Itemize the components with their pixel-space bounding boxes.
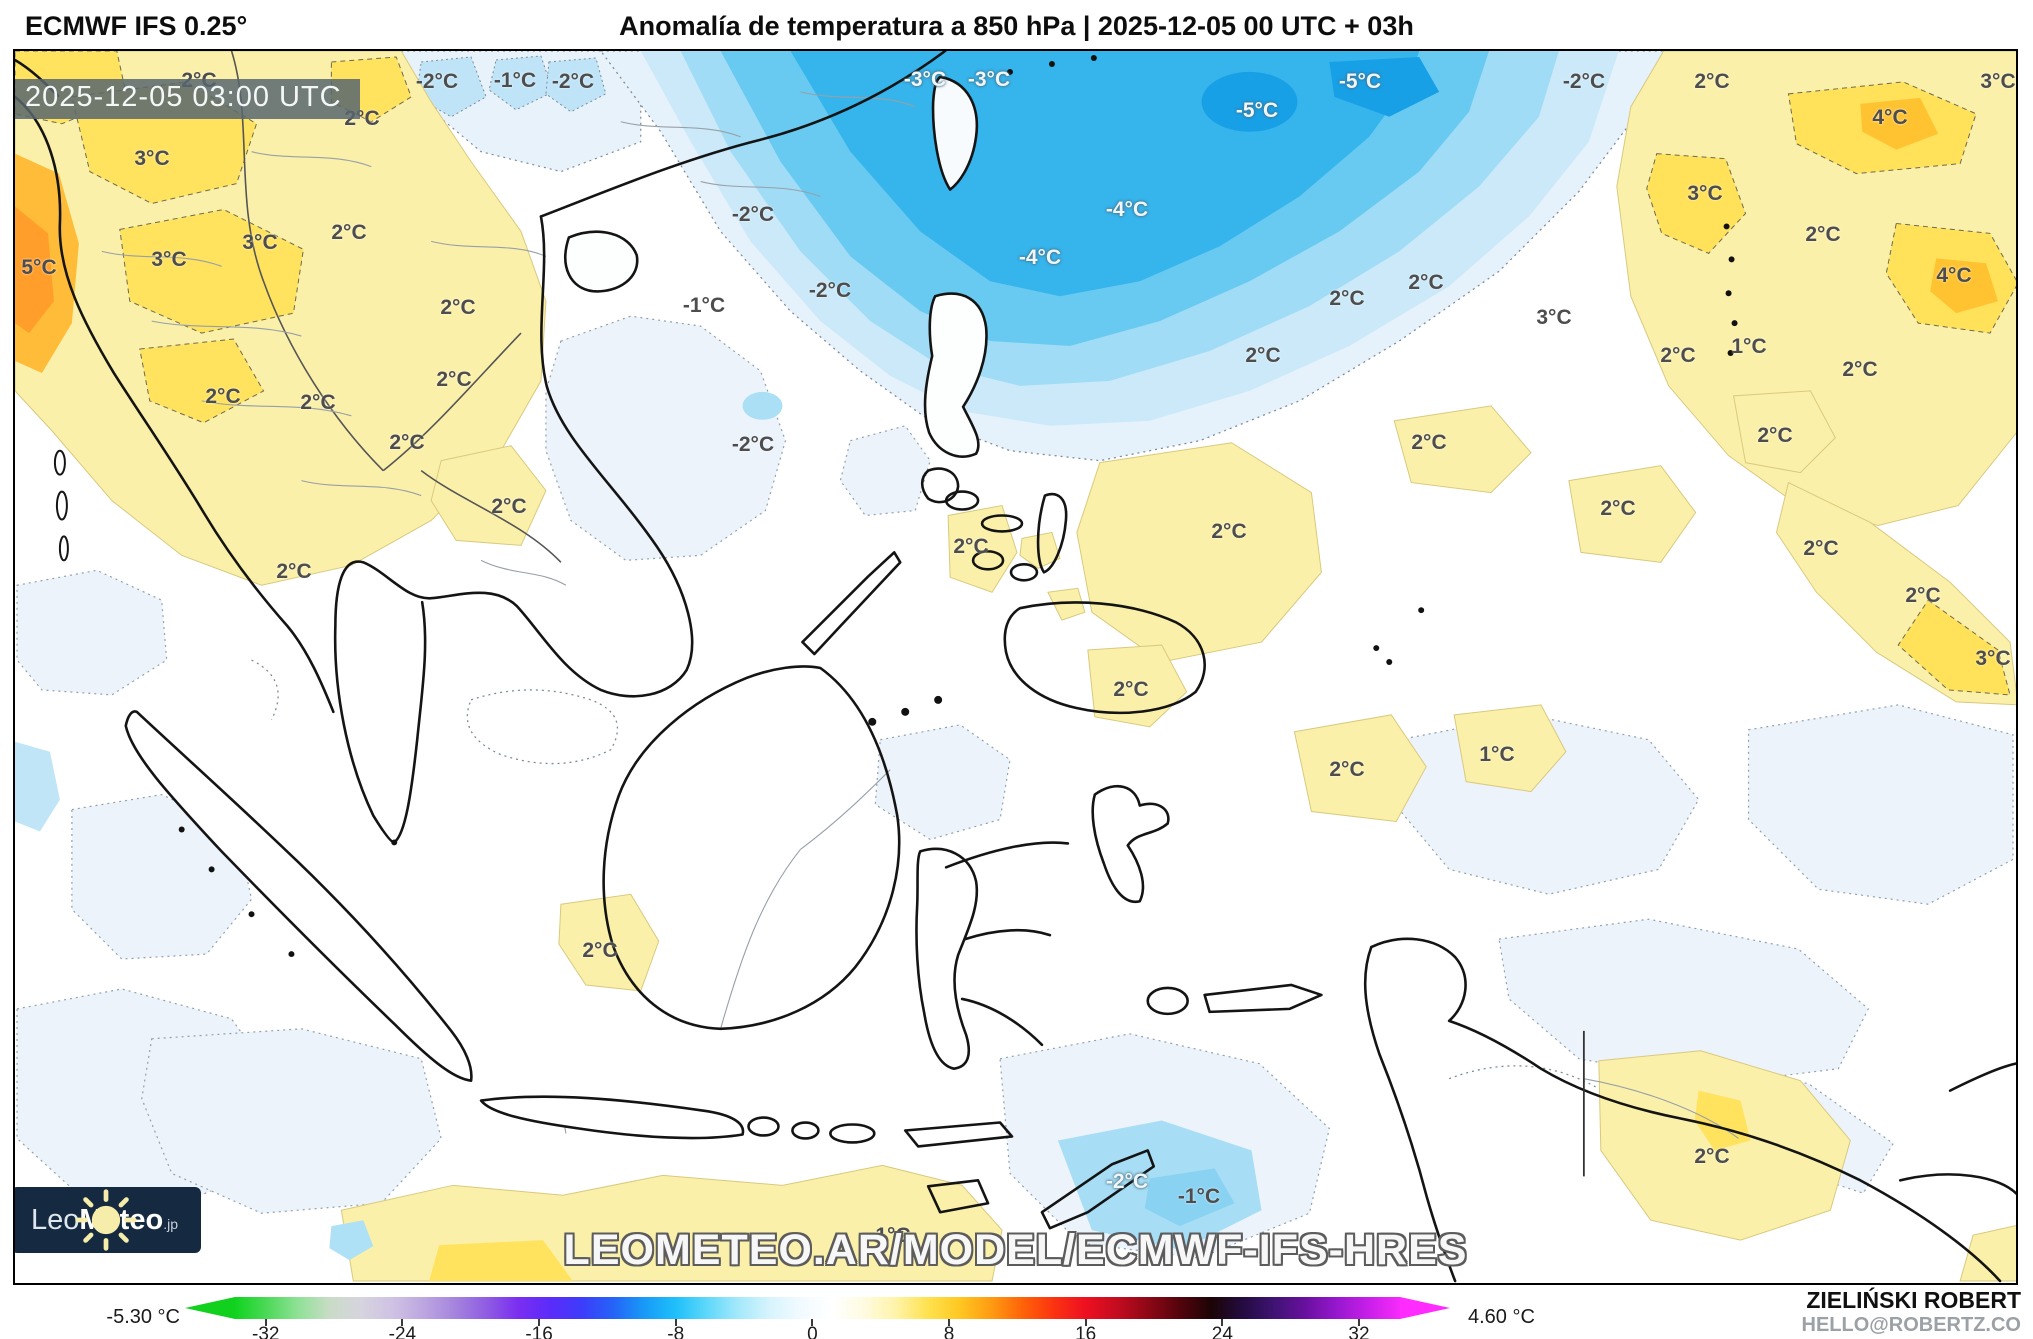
temp-label: 2°C bbox=[436, 368, 472, 391]
colorbar-max-label: 4.60 °C bbox=[1468, 1306, 1535, 1328]
map-svg bbox=[15, 51, 2016, 1283]
temp-label: 2°C bbox=[491, 495, 527, 518]
colorbar-tick-label: -32 bbox=[252, 1324, 280, 1339]
temp-label: 3°C bbox=[1536, 306, 1572, 329]
temp-label: -2°C bbox=[551, 70, 595, 93]
temp-label: 4°C bbox=[1872, 106, 1908, 129]
temp-label: -5°C bbox=[1338, 70, 1382, 93]
temp-label: 2°C bbox=[1757, 424, 1793, 447]
temp-label: 1°C bbox=[1731, 335, 1767, 358]
sun-icon bbox=[75, 1189, 137, 1251]
temp-label: 2°C bbox=[1805, 223, 1841, 246]
temp-label: -4°C bbox=[1018, 246, 1062, 269]
temp-label: 4°C bbox=[1936, 264, 1972, 287]
temp-label: 2°C bbox=[1329, 758, 1365, 781]
map-frame: 2°C -2°C -1°C -2°C 2°C 3°C 3°C 3°C 5°C 2°C 2°C -3°C… bbox=[13, 49, 2018, 1285]
temp-label: 2°C bbox=[1803, 537, 1839, 560]
temp-label: 2°C bbox=[300, 391, 336, 414]
colorbar-tick-label: 24 bbox=[1211, 1324, 1233, 1339]
page-title: Anomalía de temperatura a 850 hPa | 2025… bbox=[619, 11, 1414, 41]
temp-label: 3°C bbox=[151, 248, 187, 271]
colorbar-tick-label: 8 bbox=[943, 1324, 955, 1339]
temp-label: 3°C bbox=[134, 147, 170, 170]
temp-label: 2°C bbox=[389, 431, 425, 454]
colorbar-tick bbox=[948, 1319, 951, 1326]
colorbar-tick-label: -16 bbox=[525, 1324, 553, 1339]
temp-label: 2°C bbox=[1329, 287, 1365, 310]
temp-label: 2°C bbox=[1408, 271, 1444, 294]
temp-label: -1°C bbox=[493, 69, 537, 92]
temp-label: -5°C bbox=[1235, 99, 1279, 122]
colorbar: -32 -24 -16 -8 0 8 16 24 32 bbox=[235, 1297, 1400, 1339]
credit-email: HELLO@ROBERTZ.CO bbox=[1801, 1314, 2022, 1336]
colorbar-tick-label: -24 bbox=[388, 1324, 417, 1339]
colorbar-tick bbox=[1084, 1319, 1087, 1326]
temp-label: 2°C bbox=[1411, 431, 1447, 454]
temp-label: 2°C bbox=[1905, 584, 1941, 607]
temp-label: -3°C bbox=[903, 68, 947, 91]
colorbar-tick bbox=[674, 1319, 677, 1326]
temp-label: 3°C bbox=[1687, 182, 1723, 205]
colorbar-tick bbox=[1358, 1319, 1360, 1326]
temp-label: 2°C bbox=[1113, 678, 1149, 701]
colorbar-tick-label: 16 bbox=[1075, 1324, 1097, 1339]
temp-label: 2°C bbox=[331, 221, 367, 244]
temp-label: -2°C bbox=[808, 279, 852, 302]
temp-label: 2°C bbox=[1245, 344, 1281, 367]
colorbar-tick-label: 32 bbox=[1348, 1324, 1370, 1339]
temp-label: -4°C bbox=[1105, 198, 1149, 221]
colorbar-tick bbox=[264, 1319, 267, 1326]
timestamp-badge: 2025-12-05 03:00 UTC bbox=[15, 79, 360, 119]
temp-label: -3°C bbox=[967, 68, 1011, 91]
temp-label: -2°C bbox=[1562, 70, 1606, 93]
colorbar-tick bbox=[401, 1319, 404, 1326]
temp-label: 2°C bbox=[1211, 520, 1247, 543]
model-label: ECMWF IFS 0.25° bbox=[25, 11, 248, 41]
temp-label: 3°C bbox=[242, 231, 278, 254]
temp-label: -2°C bbox=[415, 70, 459, 93]
temp-label: 3°C bbox=[1975, 647, 2011, 670]
temp-label: 2°C bbox=[205, 385, 241, 408]
temp-label: 1°C bbox=[1479, 743, 1515, 766]
watermark: LEOMETEO.AR/MODEL/ECMWF-IFS-HRES bbox=[563, 1226, 1468, 1274]
colorbar-left-arrow-icon bbox=[185, 1297, 235, 1319]
colorbar-min-label: -5.30 °C bbox=[106, 1306, 180, 1328]
temp-label: -1°C bbox=[1177, 1185, 1221, 1208]
temp-label: 2°C bbox=[582, 939, 618, 962]
temp-label: -1°C bbox=[682, 294, 726, 317]
temperature-labels-layer: 2°C -2°C -1°C -2°C 2°C 3°C 3°C 3°C 5°C 2°C 2°C -3°C… bbox=[15, 51, 2016, 1283]
credit-name: ZIELIŃSKI ROBERT bbox=[1806, 1287, 2021, 1313]
temp-label: 3°C bbox=[1980, 70, 2016, 93]
temp-label: 2°C bbox=[1694, 70, 1730, 93]
leometeo-logo: LeoMeteo.jp bbox=[15, 1187, 201, 1253]
temp-label: 2°C bbox=[276, 560, 312, 583]
temp-label: -2°C bbox=[1105, 1170, 1149, 1193]
temp-label: 5°C bbox=[21, 256, 57, 279]
temp-label: 2°C bbox=[1694, 1145, 1730, 1168]
colorbar-right-arrow-icon bbox=[1400, 1297, 1450, 1319]
temp-label: 2°C bbox=[1600, 497, 1636, 520]
temp-label: -2°C bbox=[731, 203, 775, 226]
temp-label: 2°C bbox=[440, 296, 476, 319]
colorbar-tick bbox=[1221, 1319, 1224, 1326]
temp-label: -2°C bbox=[731, 433, 775, 456]
colorbar-tick bbox=[811, 1319, 814, 1326]
temp-label: 2°C bbox=[1842, 358, 1878, 381]
colorbar-tick-label: 0 bbox=[807, 1324, 818, 1339]
colorbar-tick-label: -8 bbox=[667, 1324, 685, 1339]
temp-label: 2°C bbox=[1660, 344, 1696, 367]
temp-label: 1°C bbox=[875, 1224, 911, 1247]
temp-label: 2°C bbox=[953, 535, 989, 558]
colorbar-tick bbox=[538, 1319, 541, 1326]
